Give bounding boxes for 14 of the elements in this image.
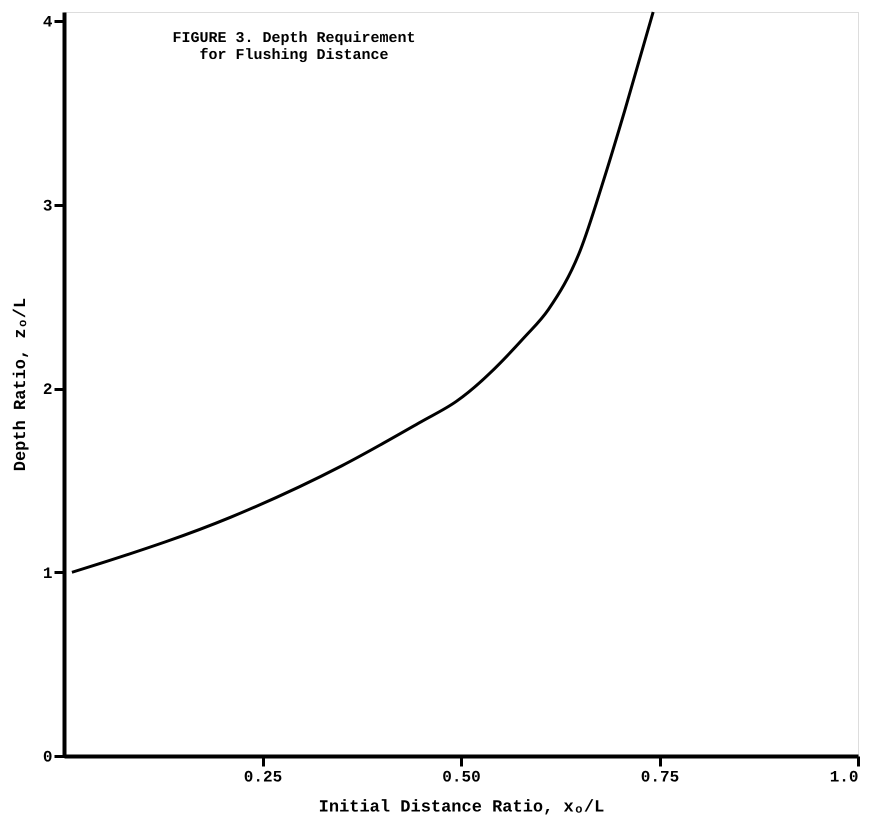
x-tick-label: 1.0 [830,768,858,786]
x-tick-label: 0.75 [640,768,680,786]
text: for Flushing Distance [199,47,389,64]
y-tick-label: 3 [42,197,52,216]
line-series [70,10,655,574]
y-tick-label: 4 [42,14,53,32]
y-axis-title: Depth Ratio, zₒ/L [12,298,31,472]
text: FIGURE 3. Depth Requirement [172,30,416,47]
y-tick-label: 0 [42,748,52,766]
y-tick-label: 2 [42,381,52,400]
x-tick-label: 0.25 [244,768,282,786]
x-axis-title: Initial Distance Ratio, xₒ/L [318,798,604,818]
x-tick-label: 0.50 [442,768,481,786]
y-tick-label: 1 [42,564,52,583]
